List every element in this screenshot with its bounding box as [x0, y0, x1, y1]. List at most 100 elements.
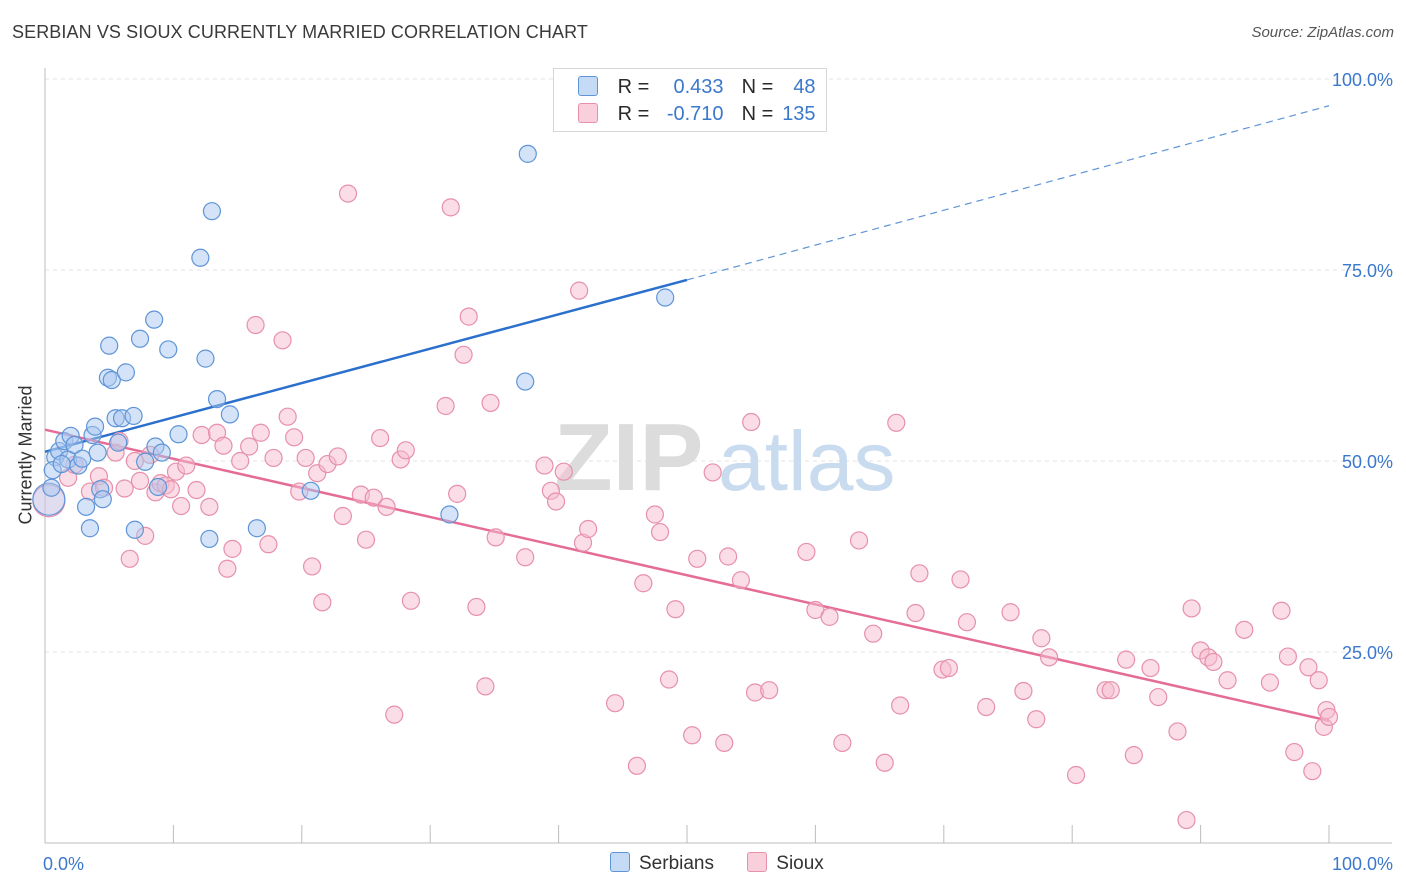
sioux-point	[338, 184, 358, 203]
sioux-point	[688, 549, 707, 568]
legend-label-sioux: Sioux	[776, 853, 824, 874]
serbians-point	[42, 478, 61, 497]
sioux-point	[1039, 648, 1059, 667]
sioux-point	[172, 496, 191, 516]
sioux-point	[1299, 658, 1318, 677]
watermark: ZIP atlas	[554, 404, 895, 511]
serbians-point	[124, 406, 143, 426]
source-label: Source: ZipAtlas.com	[1251, 24, 1394, 41]
serbians-trend-extension	[686, 105, 1330, 281]
sioux-swatch	[578, 103, 598, 123]
sioux-point	[130, 471, 150, 490]
legend-label-serbians: Serbians	[639, 853, 714, 874]
sioux-point	[231, 451, 250, 471]
serbians-point	[518, 144, 537, 163]
serbians-point	[109, 433, 128, 452]
serbians-point	[145, 310, 164, 329]
sioux-point	[302, 557, 322, 576]
serbians-point	[656, 288, 675, 307]
sioux-point	[1303, 762, 1322, 781]
sioux-point	[957, 613, 977, 632]
sioux-point	[1204, 652, 1223, 672]
sioux-point	[1141, 658, 1160, 678]
serbians-point	[207, 390, 227, 409]
sioux-point	[1272, 601, 1291, 620]
sioux-point	[441, 198, 460, 217]
sioux-point	[864, 624, 883, 643]
serbians-point	[148, 477, 168, 497]
sioux-point	[951, 570, 970, 589]
sioux-point	[115, 479, 134, 498]
sioux-point	[797, 542, 816, 562]
y-tick-label-25: 25.0%	[1342, 643, 1393, 663]
chart-title: SERBIAN VS SIOUX CURRENTLY MARRIED CORRE…	[12, 22, 588, 42]
serbians-point	[191, 248, 210, 267]
serbians-point	[125, 520, 144, 539]
serbians-point	[100, 336, 119, 355]
sioux-point	[1260, 673, 1280, 692]
series-legend: Serbians Sioux	[610, 852, 852, 875]
serbians-points	[32, 144, 675, 549]
serbians-trend-line	[44, 278, 688, 454]
sioux-point	[177, 456, 196, 475]
serbians-point	[88, 443, 107, 462]
legend-n-label: N =	[741, 103, 774, 125]
sioux-point	[666, 600, 685, 619]
sioux-point	[833, 733, 852, 753]
sioux-point	[296, 448, 315, 468]
sioux-point	[259, 535, 278, 554]
sioux-point	[906, 603, 925, 623]
serbians-point	[80, 519, 100, 538]
sioux-point	[371, 428, 390, 448]
serbians-point	[247, 519, 266, 538]
sioux-point	[459, 307, 478, 326]
serbians-point	[52, 454, 71, 474]
sioux-point	[246, 315, 265, 335]
sioux-point	[605, 694, 625, 713]
legend-r-value: 0.433	[673, 76, 724, 98]
sioux-point	[570, 281, 589, 300]
sioux-point	[192, 425, 211, 445]
tick-labels: 25.0% 50.0% 75.0% 100.0% 0.0% 100.0%	[43, 70, 1393, 874]
sioux-point	[715, 733, 734, 753]
sioux-trend-line	[44, 428, 1330, 722]
legend-n-label: N =	[741, 76, 774, 98]
sioux-point	[328, 447, 347, 466]
sioux-point	[579, 519, 598, 539]
sioux-point	[535, 456, 554, 475]
sioux-point	[650, 522, 670, 542]
sioux-point	[820, 607, 839, 626]
sioux-point	[476, 677, 495, 696]
serbians-point	[202, 202, 222, 221]
x-tick-label-0: 0.0%	[43, 854, 84, 874]
serbians-point	[152, 443, 171, 462]
legend-row-serbians: R = 0.433 N = 48	[578, 76, 816, 99]
sioux-point	[554, 462, 573, 481]
sioux-point	[1218, 671, 1237, 690]
sioux-point	[742, 412, 761, 432]
sioux-point	[1001, 603, 1020, 622]
y-axis-label: Currently Married	[15, 385, 36, 525]
sioux-point	[546, 492, 566, 511]
sioux-point	[703, 463, 722, 482]
sioux-point	[1319, 707, 1339, 727]
serbians-point	[116, 363, 135, 382]
y-tick-label-100: 100.0%	[1332, 70, 1393, 90]
serbians-point	[65, 435, 84, 455]
sioux-point	[313, 593, 332, 612]
serbians-point	[136, 452, 155, 471]
sioux-point	[251, 423, 270, 442]
trend-lines	[44, 105, 1330, 722]
watermark-zip: ZIP	[554, 404, 703, 511]
legend-item-sioux[interactable]: Sioux	[747, 852, 824, 875]
serbians-point	[130, 329, 150, 348]
sioux-point	[1182, 599, 1201, 618]
sioux-point	[486, 528, 505, 547]
sioux-point	[1101, 681, 1120, 700]
legend-r-label: R =	[617, 103, 650, 125]
legend-item-serbians[interactable]: Serbians	[610, 852, 714, 875]
sioux-point	[278, 407, 297, 426]
sioux-point	[718, 547, 738, 566]
sioux-point	[645, 505, 665, 524]
